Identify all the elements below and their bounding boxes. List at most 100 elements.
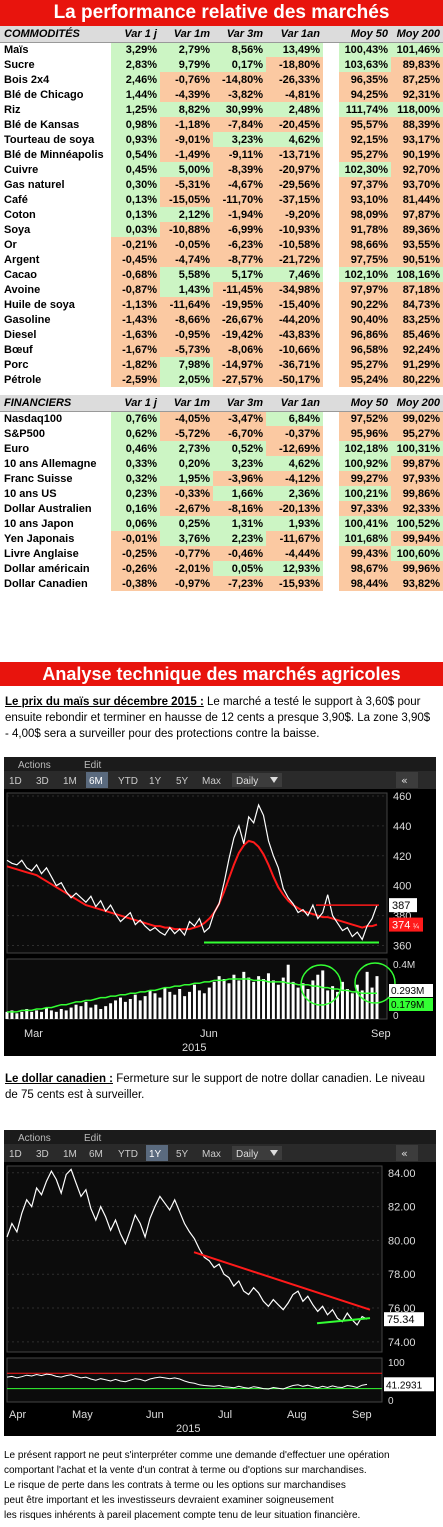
value-cell: -14,80% (213, 72, 266, 87)
range-button-ytd[interactable]: YTD (118, 776, 138, 787)
actions-menu[interactable]: Actions (18, 1133, 51, 1144)
volume-bar (94, 1004, 98, 1019)
range-button-1y[interactable]: 1Y (149, 1149, 162, 1160)
value-cell: 0,13% (111, 207, 160, 222)
value-cell: -0,01% (111, 531, 160, 546)
cad-commentary: Le dollar canadien : Fermeture sur le su… (0, 1065, 440, 1103)
value-cell: -19,95% (213, 297, 266, 312)
year-label: 2015 (176, 1423, 200, 1435)
range-button-5y[interactable]: 5Y (176, 1149, 189, 1160)
instrument-name: Franc Suisse (4, 472, 73, 485)
value-cell: 1,66% (213, 486, 266, 501)
x-tick-label: Sep (352, 1409, 372, 1421)
value-cell: 92,15% (339, 132, 391, 147)
range-button-5y[interactable]: 5Y (176, 776, 189, 787)
value-cell: 30,99% (213, 102, 266, 117)
value-cell: -15,40% (266, 297, 323, 312)
value-cell: 12,93% (266, 561, 323, 576)
value-cell: -7,23% (213, 576, 266, 591)
instrument-name: Porc (4, 358, 29, 371)
value-cell: -0,33% (160, 486, 213, 501)
value-cell: 97,52% (339, 411, 391, 426)
volume-bar (148, 990, 152, 1019)
spacer-cell (323, 297, 339, 312)
volume-bar (202, 993, 206, 1019)
range-button-1m[interactable]: 1M (63, 776, 77, 787)
value-cell: 102,18% (339, 441, 391, 456)
range-button-6m[interactable]: 6M (89, 776, 103, 787)
volume-bar (360, 990, 364, 1019)
value-cell: -1,67% (111, 342, 160, 357)
range-button-6m[interactable]: 6M (89, 1149, 103, 1160)
range-button-3d[interactable]: 3D (36, 776, 49, 787)
spacer-cell (323, 117, 339, 132)
value-cell: 0,06% (111, 516, 160, 531)
spacer-cell (323, 426, 339, 441)
value-cell: 2,36% (266, 486, 323, 501)
value-cell: 95,24% (339, 372, 391, 387)
volume-bar (321, 970, 325, 1019)
instrument-name: Riz (4, 103, 21, 116)
performance-banner: La performance relative des marchés (0, 0, 443, 26)
value-cell: 85,46% (391, 327, 443, 342)
volume-bar (54, 1011, 58, 1019)
daily-select-bg (232, 773, 282, 787)
value-cell: 92,70% (391, 162, 443, 177)
range-button-1y[interactable]: 1Y (149, 776, 162, 787)
value-cell: 98,44% (339, 576, 391, 591)
table-row: Franc Suisse 0,32% 1,95% -3,96% -4,12% 99,27%… (0, 471, 443, 486)
spacer-cell (323, 222, 339, 237)
range-button-ytd[interactable]: YTD (118, 1149, 138, 1160)
daily-select[interactable]: Daily (236, 776, 258, 787)
value-cell: -11,64% (160, 297, 213, 312)
value-cell: 97,93% (391, 471, 443, 486)
financials-header: Var 1 j (111, 395, 160, 412)
table-row: Nasdaq100 0,76% -4,05% -3,47% 6,84% 97,52% 99,… (0, 411, 443, 426)
range-button-max[interactable]: Max (202, 776, 221, 787)
volume-bar (247, 977, 251, 1019)
value-cell: 4,62% (266, 132, 323, 147)
instrument-name: Coton (4, 208, 36, 221)
instrument-name: Dollar américain (4, 562, 90, 575)
value-cell: -0,25% (111, 546, 160, 561)
table-row: 10 ans Allemagne 0,33% 0,20% 3,23% 4,62% 100,… (0, 456, 443, 471)
volume-bar (173, 994, 177, 1019)
value-cell: 0,13% (111, 192, 160, 207)
value-cell: 87,18% (391, 282, 443, 297)
value-cell: 0,16% (111, 501, 160, 516)
collapse-button[interactable] (396, 1145, 418, 1161)
value-cell: 100,52% (391, 516, 443, 531)
value-cell: 0,23% (111, 486, 160, 501)
oscillator-value-badge (384, 1377, 434, 1392)
instrument-name: Bœuf (4, 343, 33, 356)
value-cell: -12,69% (266, 441, 323, 456)
instrument-name: Blé de Chicago (4, 88, 84, 101)
range-button-1m[interactable]: 1M (63, 1149, 77, 1160)
edit-menu[interactable]: Edit (84, 1133, 101, 1144)
range-button-max[interactable]: Max (202, 1149, 221, 1160)
range-button-3d[interactable]: 3D (36, 1149, 49, 1160)
value-cell: -8,66% (160, 312, 213, 327)
volume-bar (188, 991, 192, 1019)
value-cell: 0,93% (111, 132, 160, 147)
value-cell: -1,63% (111, 327, 160, 342)
y-tick-label: 420 (393, 851, 411, 863)
value-cell: -15,05% (160, 192, 213, 207)
daily-select[interactable]: Daily (236, 1149, 258, 1160)
volume-bar (291, 981, 295, 1019)
disclaimer: Le présent rapport ne peut s'interpréter… (4, 1448, 436, 1523)
collapse-button[interactable] (396, 772, 418, 788)
spacer-cell (323, 357, 339, 372)
value-cell: -9,01% (160, 132, 213, 147)
spacer-cell (323, 576, 339, 591)
spacer-cell (323, 546, 339, 561)
range-button-1d[interactable]: 1D (9, 776, 22, 787)
oscillator-plot-area (6, 1357, 383, 1403)
y-tick-label: 74.00 (388, 1337, 416, 1349)
spacer-cell (323, 87, 339, 102)
edit-menu[interactable]: Edit (84, 760, 101, 771)
value-cell: 100,41% (339, 516, 391, 531)
actions-menu[interactable]: Actions (18, 760, 51, 771)
value-cell: -18,80% (266, 57, 323, 72)
range-button-1d[interactable]: 1D (9, 1149, 22, 1160)
